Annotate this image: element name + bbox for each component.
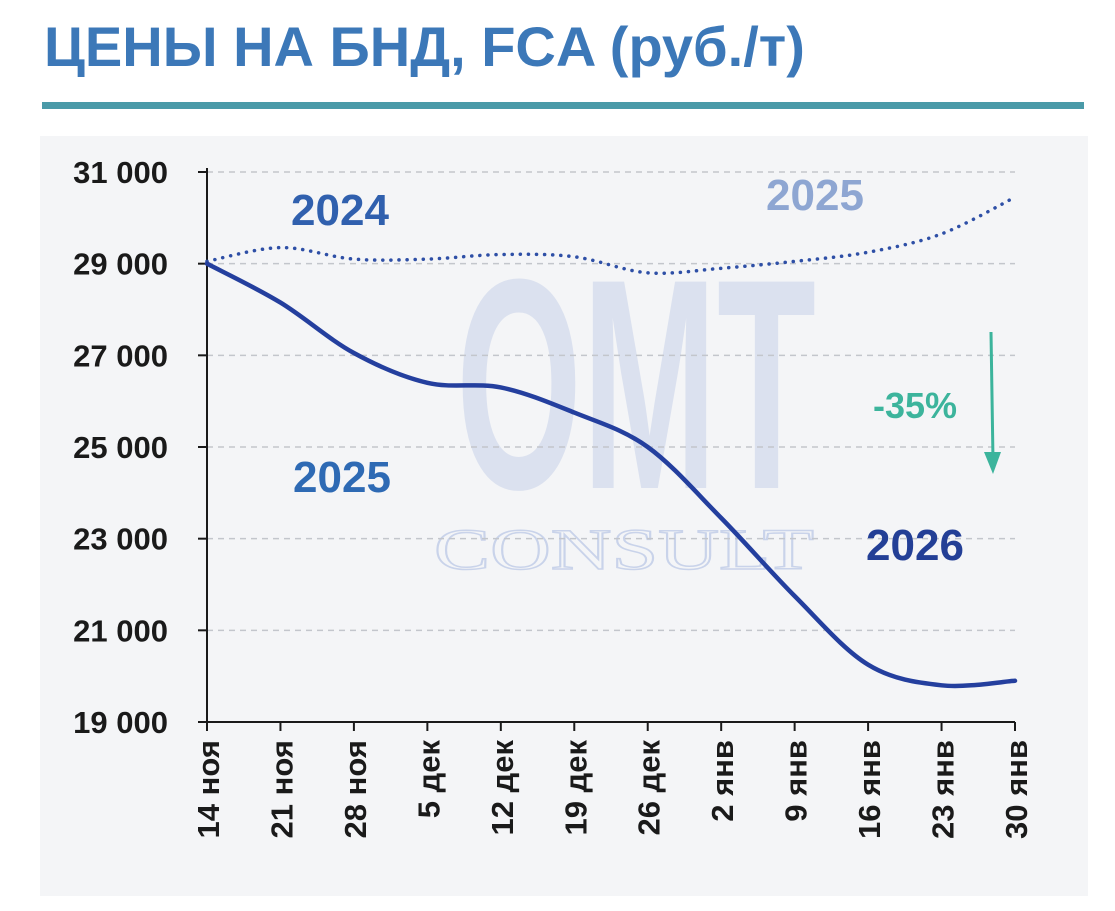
x-tick-label: 2 янв	[705, 740, 740, 822]
series-line-prev-season	[205, 195, 1017, 275]
chart-panel	[40, 136, 1088, 896]
grid-lines	[207, 171, 1015, 632]
x-tick-label: 30 янв	[999, 740, 1034, 839]
x-tick-label: 5 дек	[411, 740, 446, 819]
watermark-consult: CONSULT	[434, 517, 814, 582]
series-line-current-season	[204, 261, 1018, 689]
y-tick-label: 31 000	[73, 155, 168, 190]
annotation-label: -35%	[873, 385, 957, 426]
annotation-label: 2024	[291, 186, 389, 235]
x-tick-label: 23 янв	[926, 740, 961, 839]
y-tick-label: 25 000	[73, 430, 168, 465]
down-arrow-shaft	[989, 331, 995, 461]
annotations: 2024 2025 2025 2026 -35%	[291, 171, 1001, 570]
chart-title: ЦЕНЫ НА БНД, FCA (руб./т)	[44, 15, 805, 78]
annotation-label: 2025	[766, 171, 864, 220]
watermark-omt: OMT	[456, 216, 816, 552]
x-tick-label: 19 дек	[558, 740, 593, 836]
series-lines	[204, 195, 1018, 689]
title-divider	[42, 102, 1084, 109]
y-tick-label: 29 000	[73, 247, 168, 282]
y-tick-label: 19 000	[73, 705, 168, 740]
annotation-label: 2025	[293, 453, 391, 502]
x-tick-label: 26 дек	[632, 740, 667, 836]
x-tick-label: 21 ноя	[264, 740, 299, 838]
down-arrow-icon	[984, 452, 1001, 474]
y-tick-label: 23 000	[73, 522, 168, 557]
x-tick-labels: 14 ноя 21 ноя 28 ноя 5 дек 12 дек 19 дек 26 де…	[191, 740, 1034, 839]
x-tick-label: 14 ноя	[191, 740, 226, 838]
x-tick-label: 16 янв	[852, 740, 887, 839]
x-tick-label: 28 ноя	[338, 740, 373, 838]
x-tick-label: 9 янв	[779, 740, 814, 822]
annotation-label: 2026	[866, 521, 964, 570]
y-tick-labels: 19 000 21 000 23 000 25 000 27 000 29 000 31 0…	[73, 155, 168, 740]
y-tick-label: 21 000	[73, 613, 168, 648]
y-tick-label: 27 000	[73, 338, 168, 373]
x-tick-label: 12 дек	[485, 740, 520, 836]
